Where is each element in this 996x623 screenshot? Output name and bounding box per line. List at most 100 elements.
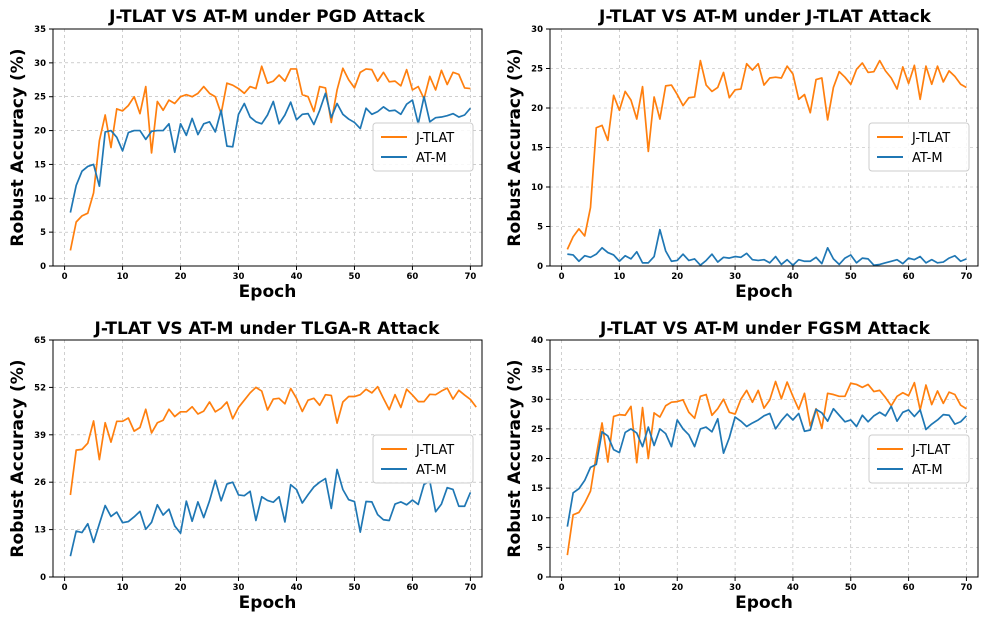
- x-tick-label: 60: [903, 272, 915, 282]
- y-tick-label: 5: [40, 228, 46, 238]
- legend-label-j-tlat: J-TLAT: [911, 131, 950, 146]
- y-tick-label: 25: [531, 65, 543, 75]
- series-line-j-tlat: [69, 385, 477, 496]
- x-tick-label: 50: [349, 583, 361, 593]
- legend-box: [868, 122, 970, 172]
- x-tick-label: 50: [349, 272, 361, 282]
- legend-label-at-m: AT-M: [912, 463, 943, 478]
- y-tick-label: 15: [531, 484, 543, 494]
- x-tick-label: 20: [671, 583, 683, 593]
- series-line-j-tlat: [69, 65, 471, 251]
- x-tick-label: 30: [233, 583, 245, 593]
- x-tick-label: 60: [407, 583, 419, 593]
- x-tick-label: 70: [464, 272, 476, 282]
- y-tick-label: 10: [34, 194, 46, 204]
- legend-label-j-tlat: J-TLAT: [911, 443, 950, 458]
- y-axis-label: Robust Accuracy (%): [505, 48, 525, 246]
- x-tick-label: 70: [961, 272, 973, 282]
- x-axis-label: Epoch: [735, 593, 793, 613]
- series-line-at-m: [69, 92, 472, 213]
- y-tick-label: 65: [34, 336, 46, 346]
- series-line-j-tlat: [566, 380, 967, 556]
- plot-frame: [52, 28, 483, 267]
- y-tick-label: 10: [531, 183, 543, 193]
- y-tick-label: 10: [531, 514, 543, 524]
- legend-label-j-tlat: J-TLAT: [415, 131, 454, 146]
- legend-box: [372, 122, 474, 172]
- y-tick-label: 40: [531, 336, 543, 346]
- legend-box: [372, 434, 474, 484]
- y-tick-label: 15: [34, 160, 46, 170]
- y-axis-label: Robust Accuracy (%): [8, 359, 28, 557]
- y-tick-label: 20: [531, 455, 543, 465]
- y-tick-label: 30: [34, 59, 46, 69]
- y-tick-label: 0: [537, 262, 543, 272]
- y-axis-label: Robust Accuracy (%): [8, 48, 28, 246]
- x-tick-label: 0: [559, 583, 565, 593]
- chart-title: J-TLAT VS AT-M under J-TLAT Attack: [598, 7, 932, 27]
- x-tick-label: 40: [291, 272, 303, 282]
- y-tick-label: 5: [537, 543, 543, 553]
- chart-panel-3: 0 10 20 30 40 50 60 70 0 13 26 39 52 65 J-TLAT VS AT-M…: [8, 319, 483, 613]
- x-tick-label: 10: [117, 583, 129, 593]
- x-tick-label: 40: [291, 583, 303, 593]
- y-tick-label: 15: [531, 144, 543, 154]
- y-tick-label: 20: [34, 127, 46, 137]
- y-tick-label: 0: [537, 573, 543, 583]
- x-tick-label: 10: [117, 272, 129, 282]
- y-tick-label: 0: [40, 573, 46, 583]
- y-tick-label: 35: [531, 366, 543, 376]
- legend: J-TLAT AT-M: [372, 434, 474, 484]
- y-tick-label: 30: [531, 395, 543, 405]
- legend-label-j-tlat: J-TLAT: [415, 443, 454, 458]
- legend-label-at-m: AT-M: [912, 151, 943, 166]
- chart-title: J-TLAT VS AT-M under FGSM Attack: [599, 319, 931, 339]
- x-tick-label: 10: [613, 272, 625, 282]
- x-tick-label: 70: [464, 583, 476, 593]
- y-tick-label: 35: [34, 25, 46, 35]
- x-tick-label: 30: [729, 272, 741, 282]
- x-tick-label: 20: [671, 272, 683, 282]
- chart-panel-2: 0 10 20 30 40 50 60 70 0 5 10 15 20 25 30 J-TLAT VS AT-…: [505, 7, 979, 302]
- x-tick-label: 30: [729, 583, 741, 593]
- legend-box: [868, 434, 970, 484]
- y-tick-label: 52: [34, 383, 46, 393]
- legend-label-at-m: AT-M: [416, 463, 447, 478]
- series-line-at-m: [69, 468, 472, 557]
- x-tick-label: 40: [787, 272, 799, 282]
- x-tick-label: 50: [845, 583, 857, 593]
- x-tick-label: 60: [903, 583, 915, 593]
- y-tick-label: 13: [34, 526, 46, 536]
- x-axis-label: Epoch: [735, 282, 793, 302]
- x-tick-label: 40: [787, 583, 799, 593]
- y-tick-label: 25: [34, 93, 46, 103]
- x-tick-label: 50: [845, 272, 857, 282]
- x-axis-label: Epoch: [239, 593, 297, 613]
- x-tick-label: 0: [62, 583, 68, 593]
- series-line-j-tlat: [566, 59, 967, 250]
- y-axis-label: Robust Accuracy (%): [505, 359, 525, 557]
- plot-frame: [52, 339, 483, 578]
- x-tick-label: 70: [961, 583, 973, 593]
- chart-panel-1: 0 10 20 30 40 50 60 70 0 5 10 15 20 25 30 35 J-TLAT VS A…: [8, 7, 483, 302]
- series-line-at-m: [567, 228, 967, 267]
- y-tick-label: 25: [531, 425, 543, 435]
- y-tick-label: 39: [34, 431, 46, 441]
- legend: J-TLAT AT-M: [868, 122, 970, 172]
- y-tick-label: 30: [531, 25, 543, 35]
- x-tick-label: 30: [233, 272, 245, 282]
- x-tick-label: 0: [62, 272, 68, 282]
- y-tick-label: 26: [34, 478, 46, 488]
- x-tick-label: 10: [613, 583, 625, 593]
- y-tick-label: 5: [537, 223, 543, 233]
- x-tick-label: 0: [559, 272, 565, 282]
- series-line-at-m: [566, 405, 968, 527]
- chart-panel-4: 0 10 20 30 40 50 60 70 0 5 10 15 20 25 30 35 40 J-TLAT VS…: [505, 319, 979, 613]
- x-tick-label: 20: [175, 583, 187, 593]
- chart-title: J-TLAT VS AT-M under TLGA-R Attack: [94, 319, 441, 339]
- chart-title: J-TLAT VS AT-M under PGD Attack: [108, 7, 425, 27]
- y-tick-label: 20: [531, 104, 543, 114]
- legend: J-TLAT AT-M: [372, 122, 474, 172]
- y-tick-label: 0: [40, 262, 46, 272]
